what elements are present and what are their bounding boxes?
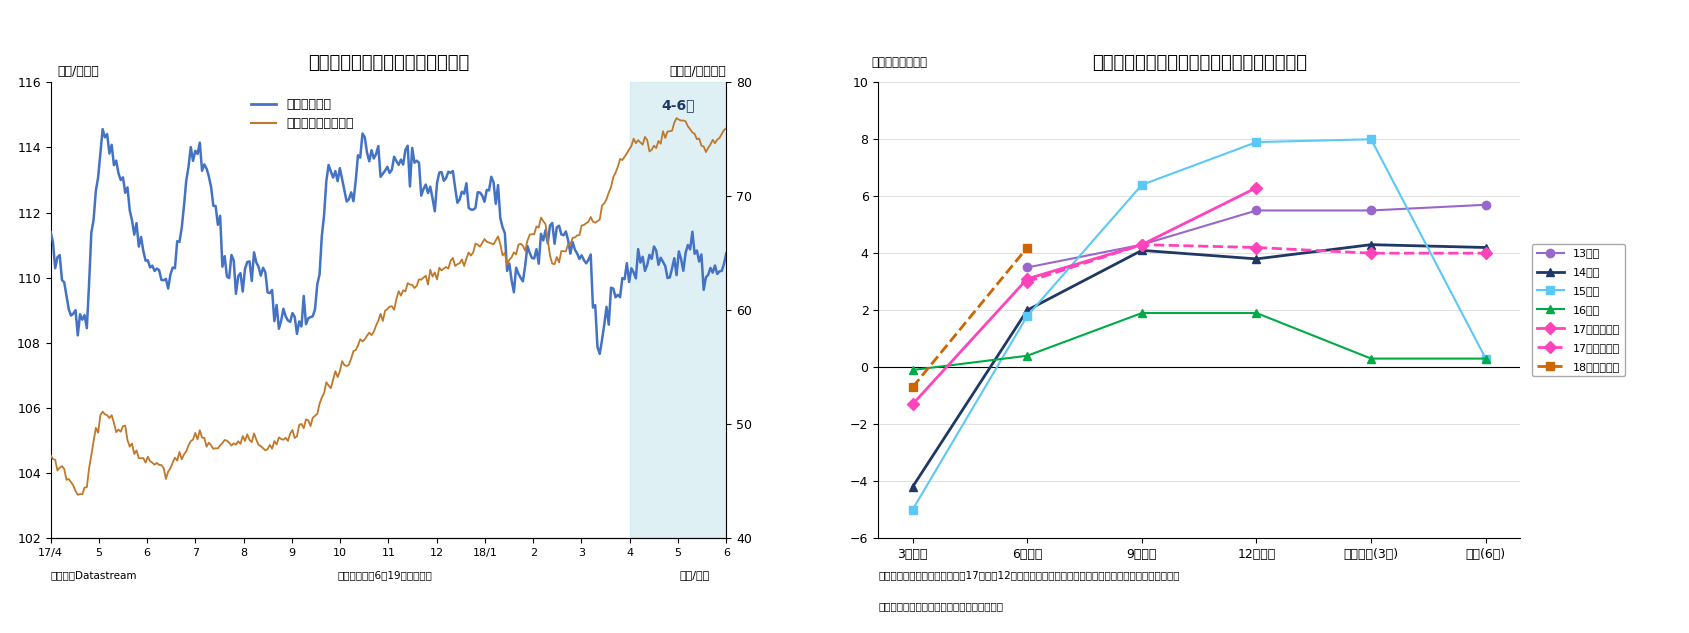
Legend: ドル円レート, ドバイ原油（右軸）: ドル円レート, ドバイ原油（右軸） <box>247 93 358 135</box>
Bar <box>630 82 726 538</box>
Legend: 13年度, 14年度, 15年度, 16年度, 17年度（旧）, 17年度（新）, 18年度（新）: 13年度, 14年度, 15年度, 16年度, 17年度（旧）, 17年度（新）… <box>1532 244 1625 376</box>
Text: （対前年比、％）: （対前年比、％） <box>872 56 927 68</box>
Text: （円/ドル）: （円/ドル） <box>57 65 100 78</box>
Text: 4-6月: 4-6月 <box>662 99 694 113</box>
Text: （資料）Datastream: （資料）Datastream <box>51 570 137 580</box>
Title: （図表５）　設備投資計画（全規模全産業）: （図表５） 設備投資計画（全規模全産業） <box>1091 54 1307 72</box>
Text: （注）リース会計対応ベース。17年度分12月調査は新旧併記、その後は新ベース（調査対象見直し後）: （注）リース会計対応ベース。17年度分12月調査は新旧併記、その後は新ベース（調… <box>878 570 1181 580</box>
Text: （ドル/バレル）: （ドル/バレル） <box>669 65 726 78</box>
Text: （注）直近は6月19日時点まで: （注）直近は6月19日時点まで <box>338 570 432 580</box>
Text: （資料）日本銀行「企業短期経済観測調査」: （資料）日本銀行「企業短期経済観測調査」 <box>878 601 1003 611</box>
Title: （図表４）　円相場と株価の推移: （図表４） 円相場と株価の推移 <box>307 54 470 72</box>
Text: （年/月）: （年/月） <box>679 570 709 580</box>
